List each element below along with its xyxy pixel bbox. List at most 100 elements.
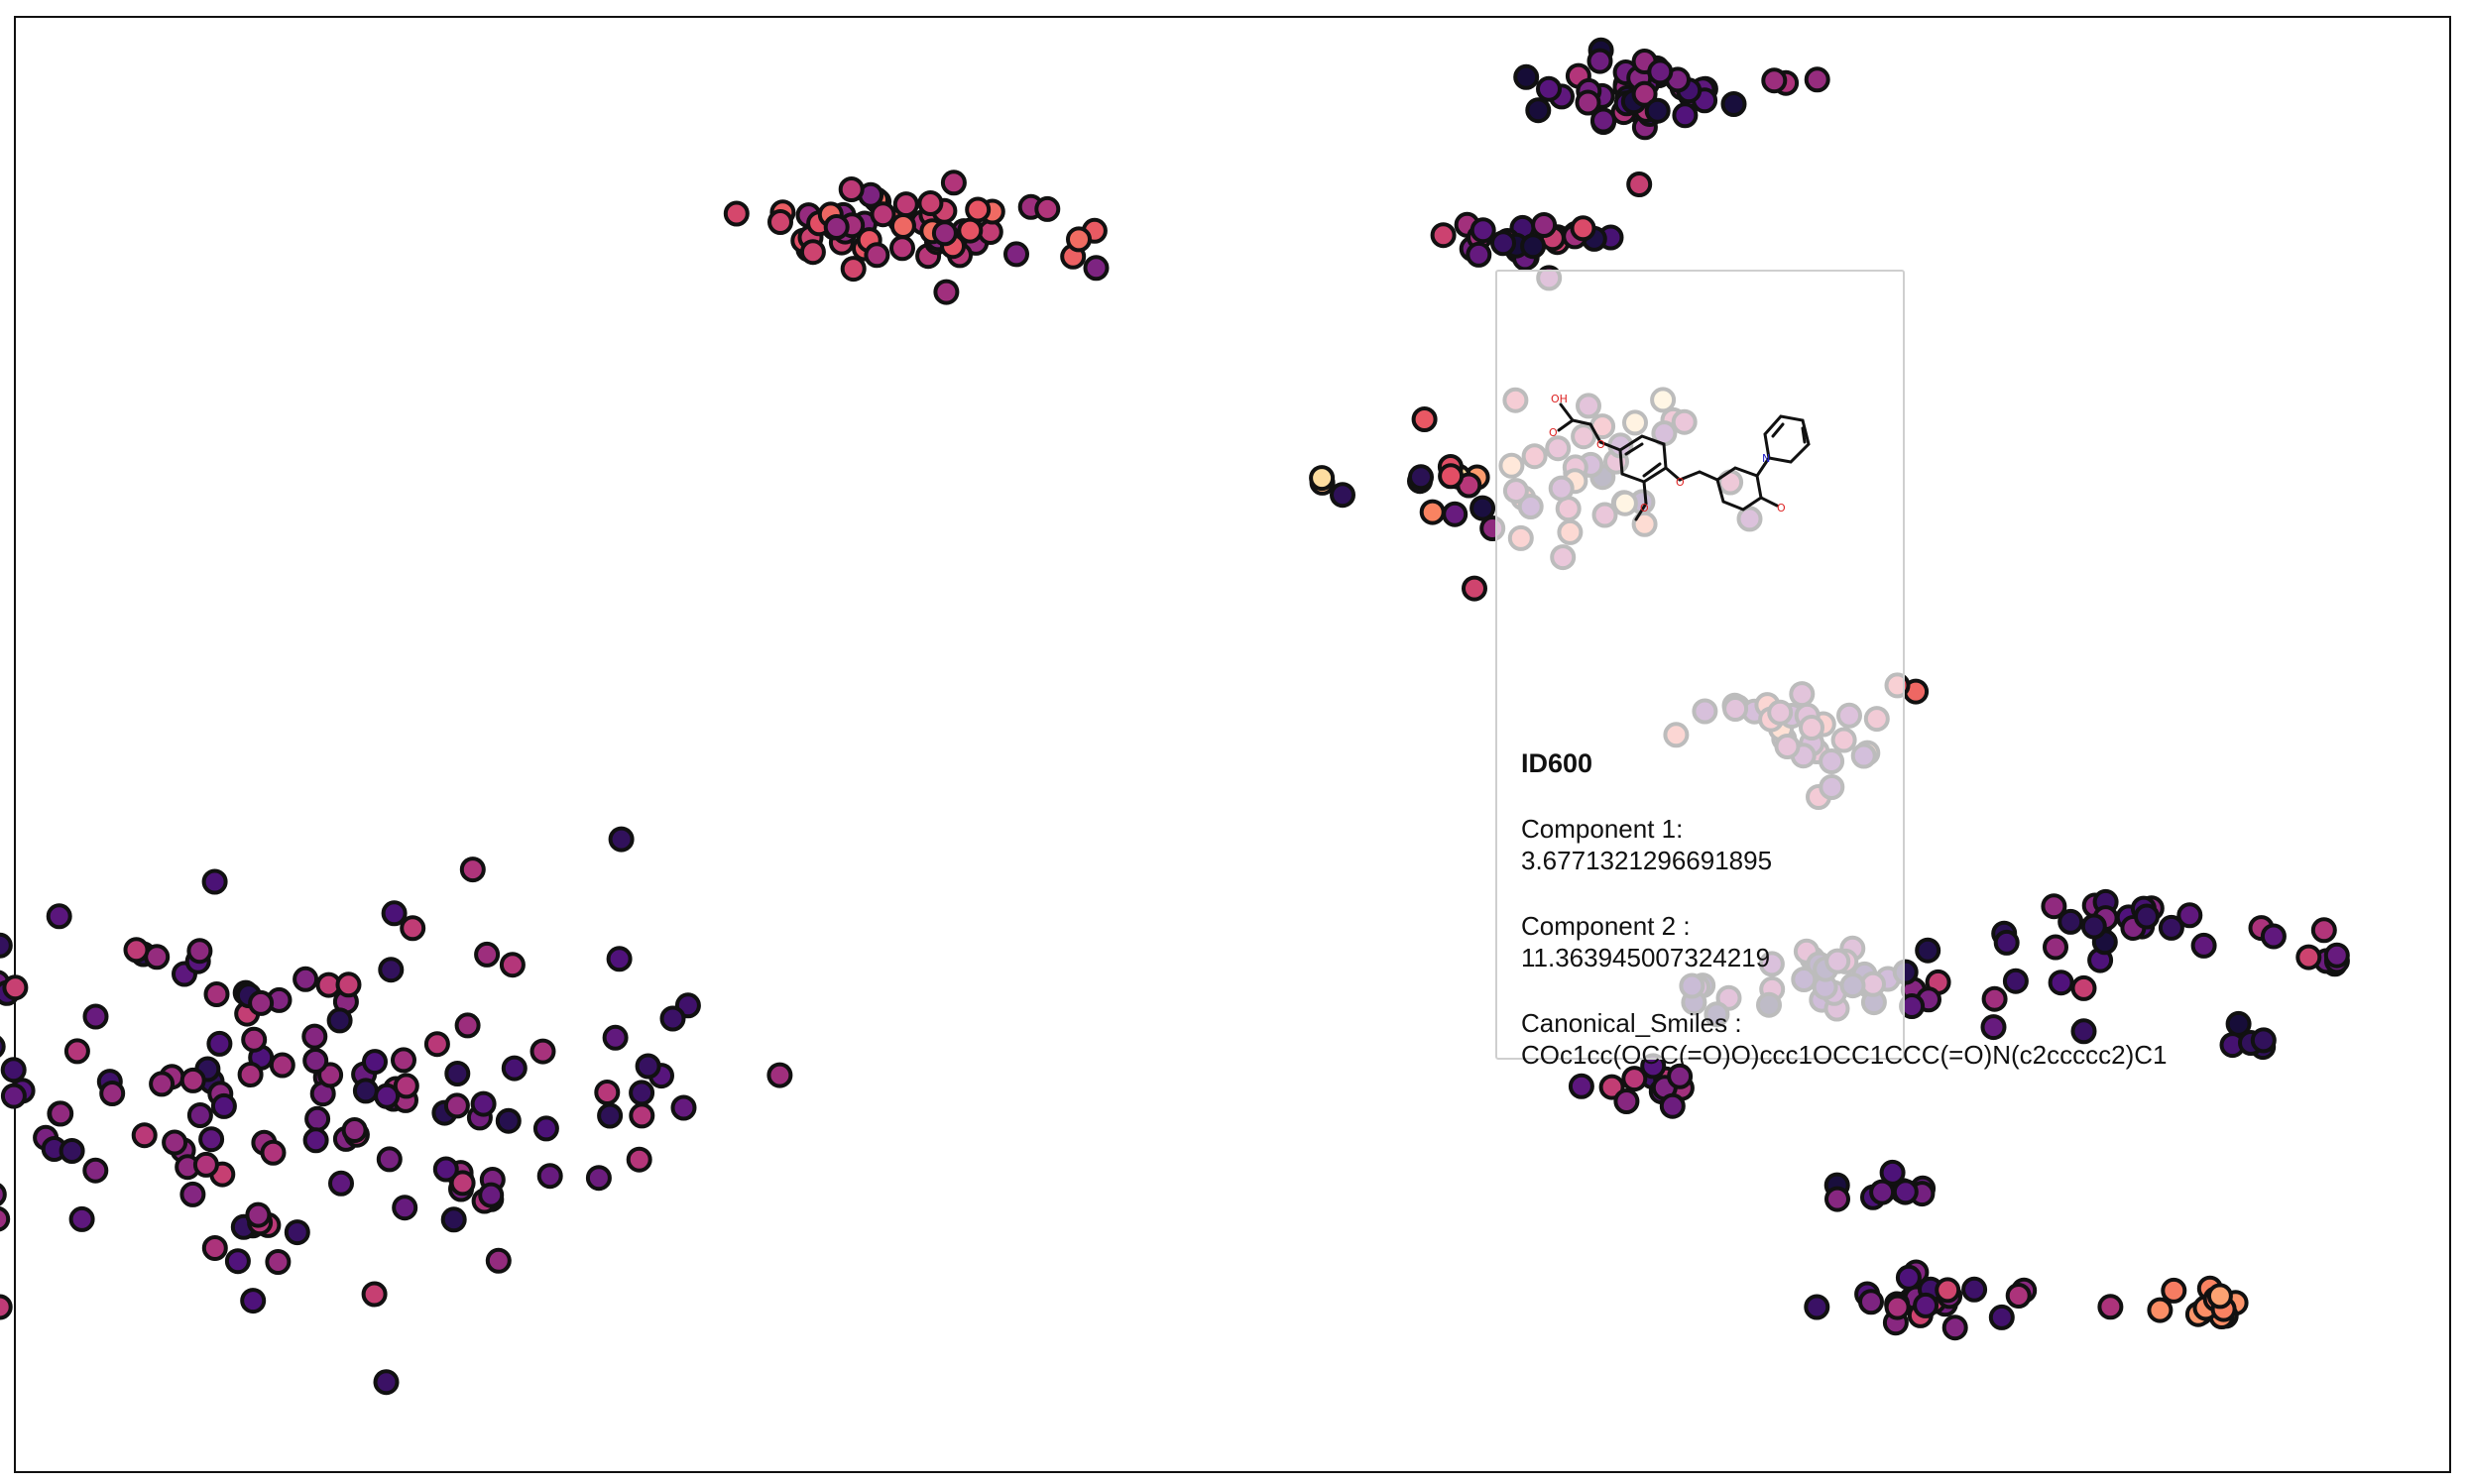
scatter-point[interactable] [1915, 937, 1941, 964]
scatter-point[interactable] [1913, 1292, 1939, 1318]
scatter-point[interactable] [269, 1052, 295, 1079]
scatter-point[interactable] [1961, 1276, 1988, 1303]
scatter-point[interactable] [1672, 102, 1699, 129]
scatter-point[interactable] [423, 1031, 450, 1058]
scatter-point[interactable] [0, 1083, 27, 1109]
scatter-point[interactable] [0, 932, 13, 959]
scatter-point[interactable] [2005, 1283, 2032, 1309]
scatter-point[interactable] [284, 1219, 310, 1246]
scatter-point[interactable] [1513, 63, 1540, 90]
scatter-point[interactable] [393, 1073, 419, 1099]
scatter-point[interactable] [328, 1170, 354, 1197]
scatter-point[interactable] [1330, 482, 1355, 509]
scatter-point[interactable] [1980, 1014, 2007, 1041]
plot-area[interactable] [14, 16, 2451, 1473]
scatter-point[interactable] [1568, 1073, 1594, 1099]
scatter-point[interactable] [536, 1163, 563, 1190]
scatter-point[interactable] [2041, 893, 2067, 920]
scatter-point[interactable] [2057, 908, 2084, 935]
scatter-point[interactable] [485, 1247, 512, 1274]
scatter-point[interactable] [179, 1181, 206, 1207]
scatter-point[interactable] [186, 1102, 213, 1128]
scatter-point[interactable] [46, 903, 72, 930]
scatter-point[interactable] [2070, 1018, 2097, 1045]
scatter-point[interactable] [1575, 89, 1601, 116]
scatter-point[interactable] [2190, 932, 2217, 959]
scatter-point[interactable] [1531, 212, 1558, 238]
scatter-point[interactable] [840, 256, 867, 283]
scatter-point[interactable] [1469, 495, 1496, 521]
scatter-point[interactable] [1430, 222, 1457, 249]
scatter-point[interactable] [224, 1248, 251, 1275]
scatter-point[interactable] [373, 1369, 400, 1396]
scatter-point[interactable] [2080, 913, 2107, 940]
scatter-point[interactable] [1536, 75, 1562, 102]
scatter-point[interactable] [532, 1115, 559, 1142]
scatter-point[interactable] [210, 1092, 237, 1119]
scatter-point[interactable] [241, 1026, 268, 1053]
scatter-point[interactable] [823, 214, 850, 240]
scatter-point[interactable] [381, 900, 408, 927]
scatter-point[interactable] [459, 856, 486, 883]
scatter-point[interactable] [1981, 985, 2008, 1012]
scatter-point[interactable] [1644, 97, 1671, 124]
scatter-point[interactable] [248, 989, 275, 1016]
scatter-point[interactable] [1442, 501, 1469, 527]
scatter-point[interactable] [585, 1165, 612, 1192]
scatter-point[interactable] [2158, 914, 2184, 941]
scatter-point[interactable] [245, 1201, 272, 1228]
scatter-point[interactable] [48, 1100, 74, 1127]
scatter-point[interactable] [767, 209, 793, 235]
scatter-point[interactable] [341, 1117, 368, 1143]
scatter-point[interactable] [1309, 465, 1336, 492]
scatter-point[interactable] [1761, 67, 1788, 94]
scatter-point[interactable] [629, 1102, 655, 1129]
highlighted-point[interactable] [1626, 171, 1653, 197]
scatter-point[interactable] [144, 944, 171, 970]
scatter-point[interactable] [933, 279, 960, 305]
scatter-point[interactable] [335, 971, 362, 998]
scatter-point[interactable] [237, 1062, 264, 1087]
scatter-point[interactable] [1824, 1186, 1850, 1212]
scatter-point[interactable] [0, 1294, 13, 1320]
scatter-point[interactable] [1993, 929, 2020, 956]
scatter-point[interactable] [799, 239, 826, 266]
scatter-point[interactable] [454, 1012, 481, 1039]
scatter-point[interactable] [0, 1183, 7, 1206]
scatter-point[interactable] [1659, 1092, 1686, 1119]
scatter-point[interactable] [1066, 226, 1092, 253]
scatter-point[interactable] [162, 1129, 188, 1156]
scatter-point[interactable] [1438, 463, 1465, 490]
scatter-point[interactable] [1408, 464, 1434, 491]
scatter-point[interactable] [2206, 1283, 2233, 1310]
scatter-point[interactable] [1520, 233, 1547, 260]
scatter-point[interactable] [606, 946, 633, 972]
scatter-point[interactable] [1411, 406, 1438, 432]
scatter-point[interactable] [201, 868, 228, 895]
scatter-point[interactable] [965, 196, 992, 223]
scatter-point[interactable] [99, 1081, 126, 1106]
scatter-point[interactable] [629, 1080, 655, 1106]
scatter-point[interactable] [1469, 217, 1496, 244]
scatter-point[interactable] [501, 1055, 528, 1082]
scatter-point[interactable] [265, 1249, 292, 1275]
scatter-point[interactable] [68, 1205, 95, 1232]
scatter-point[interactable] [186, 938, 213, 965]
scatter-point[interactable] [2002, 968, 2029, 994]
scatter-point[interactable] [391, 1047, 416, 1074]
scatter-point[interactable] [444, 1061, 471, 1086]
scatter-point[interactable] [149, 1071, 176, 1097]
scatter-point[interactable] [957, 217, 984, 244]
scatter-point[interactable] [2310, 917, 2337, 944]
scatter-point[interactable] [2260, 923, 2287, 950]
scatter-point[interactable] [478, 1182, 505, 1208]
scatter-point[interactable] [470, 1090, 497, 1117]
scatter-point[interactable] [889, 213, 916, 239]
scatter-point[interactable] [626, 1146, 652, 1173]
scatter-point[interactable] [59, 1138, 85, 1164]
scatter-point[interactable] [302, 1048, 329, 1074]
scatter-point[interactable] [192, 1151, 219, 1178]
scatter-point[interactable] [1490, 230, 1516, 257]
scatter-point[interactable] [352, 1078, 379, 1104]
scatter-point[interactable] [1858, 1289, 1884, 1315]
